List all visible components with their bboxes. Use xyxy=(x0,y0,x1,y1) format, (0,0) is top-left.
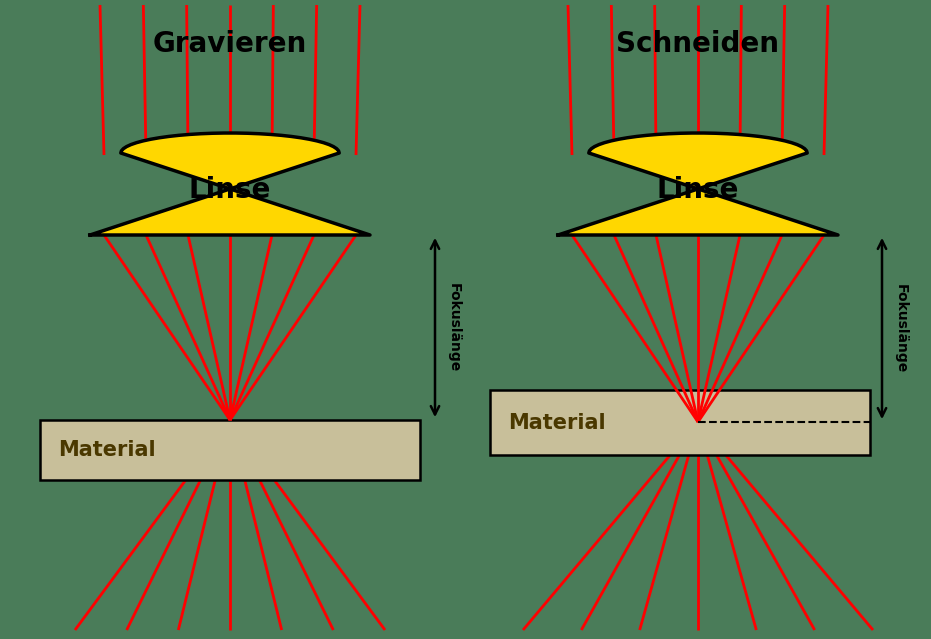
Text: Fokuslänge: Fokuslänge xyxy=(447,283,461,372)
Polygon shape xyxy=(40,420,420,480)
Text: Material: Material xyxy=(58,440,155,460)
Polygon shape xyxy=(558,133,838,235)
Text: Linse: Linse xyxy=(189,176,271,204)
Polygon shape xyxy=(490,390,870,455)
Text: Material: Material xyxy=(508,413,606,433)
Text: Gravieren: Gravieren xyxy=(153,30,307,58)
Polygon shape xyxy=(90,133,370,235)
Text: Schneiden: Schneiden xyxy=(616,30,779,58)
Text: Fokuslänge: Fokuslänge xyxy=(894,284,908,373)
Text: Linse: Linse xyxy=(656,176,739,204)
